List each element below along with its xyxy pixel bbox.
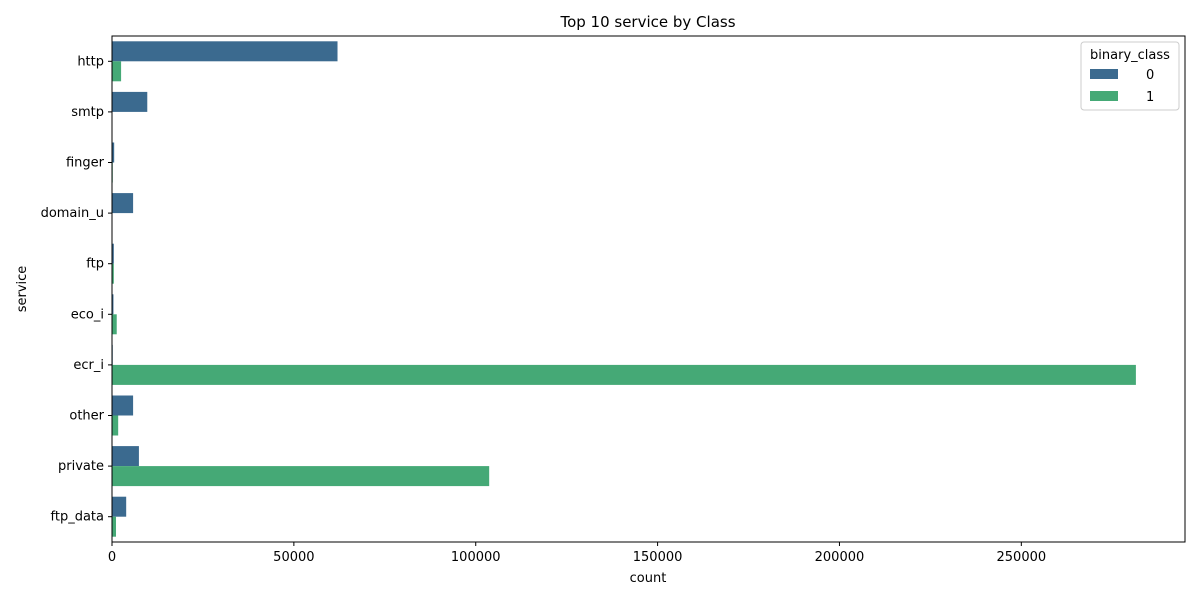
- legend-title: binary_class: [1090, 48, 1170, 63]
- bar-eco_i-class-1: [112, 314, 117, 335]
- y-tick-label-ftp_data: ftp_data: [51, 510, 104, 525]
- legend-swatch-0: [1090, 69, 1118, 79]
- x-tick-label-5: 250000: [997, 550, 1047, 565]
- legend-swatch-1: [1090, 91, 1118, 101]
- bar-private-class-1: [112, 466, 490, 487]
- legend: binary_class 0 1: [1080, 41, 1180, 111]
- bar-http-class-1: [112, 61, 122, 82]
- plot-frame: [111, 35, 1186, 543]
- bar-ftp_data-class-0: [112, 496, 127, 517]
- legend-label-0: 0: [1146, 68, 1154, 83]
- legend-label-1: 1: [1146, 90, 1154, 105]
- y-tick-label-http: http: [77, 54, 104, 69]
- bar-finger-class-0: [112, 142, 115, 163]
- bar-other-class-1: [112, 415, 119, 436]
- bar-ftp_data-class-1: [112, 516, 117, 537]
- x-tick-label-2: 100000: [451, 550, 501, 565]
- y-tick-label-other: other: [69, 409, 104, 424]
- y-tick-label-ecr_i: ecr_i: [73, 358, 104, 373]
- y-tick-label-finger: finger: [66, 156, 105, 171]
- x-tick-label-0: 0: [108, 550, 116, 565]
- y-tick-label-domain_u: domain_u: [41, 206, 104, 221]
- x-tick-labels: 0 50000 100000 150000 200000 250000: [108, 542, 1046, 565]
- bar-http-class-0: [112, 41, 338, 62]
- bar-other-class-0: [112, 395, 134, 416]
- x-tick-label-4: 200000: [815, 550, 865, 565]
- bar-ftp-class-1: [112, 263, 114, 284]
- bar-smtp-class-0: [112, 91, 148, 112]
- bar-ecr_i-class-1: [112, 364, 1136, 385]
- bar-private-class-0: [112, 446, 139, 467]
- chart-title: Top 10 service by Class: [559, 13, 735, 31]
- bars-layer: [112, 41, 1136, 537]
- y-tick-label-smtp: smtp: [71, 105, 104, 120]
- x-axis-label: count: [630, 571, 667, 586]
- y-axis-label: service: [15, 266, 30, 313]
- bar-ftp-class-0: [112, 243, 114, 264]
- y-tick-label-ftp: ftp: [86, 257, 104, 272]
- x-tick-label-3: 150000: [633, 550, 683, 565]
- y-tick-label-private: private: [58, 459, 104, 474]
- y-tick-label-eco_i: eco_i: [71, 307, 104, 322]
- bar-eco_i-class-0: [112, 294, 114, 315]
- bar-domain_u-class-0: [112, 193, 134, 214]
- x-tick-label-1: 50000: [273, 550, 314, 565]
